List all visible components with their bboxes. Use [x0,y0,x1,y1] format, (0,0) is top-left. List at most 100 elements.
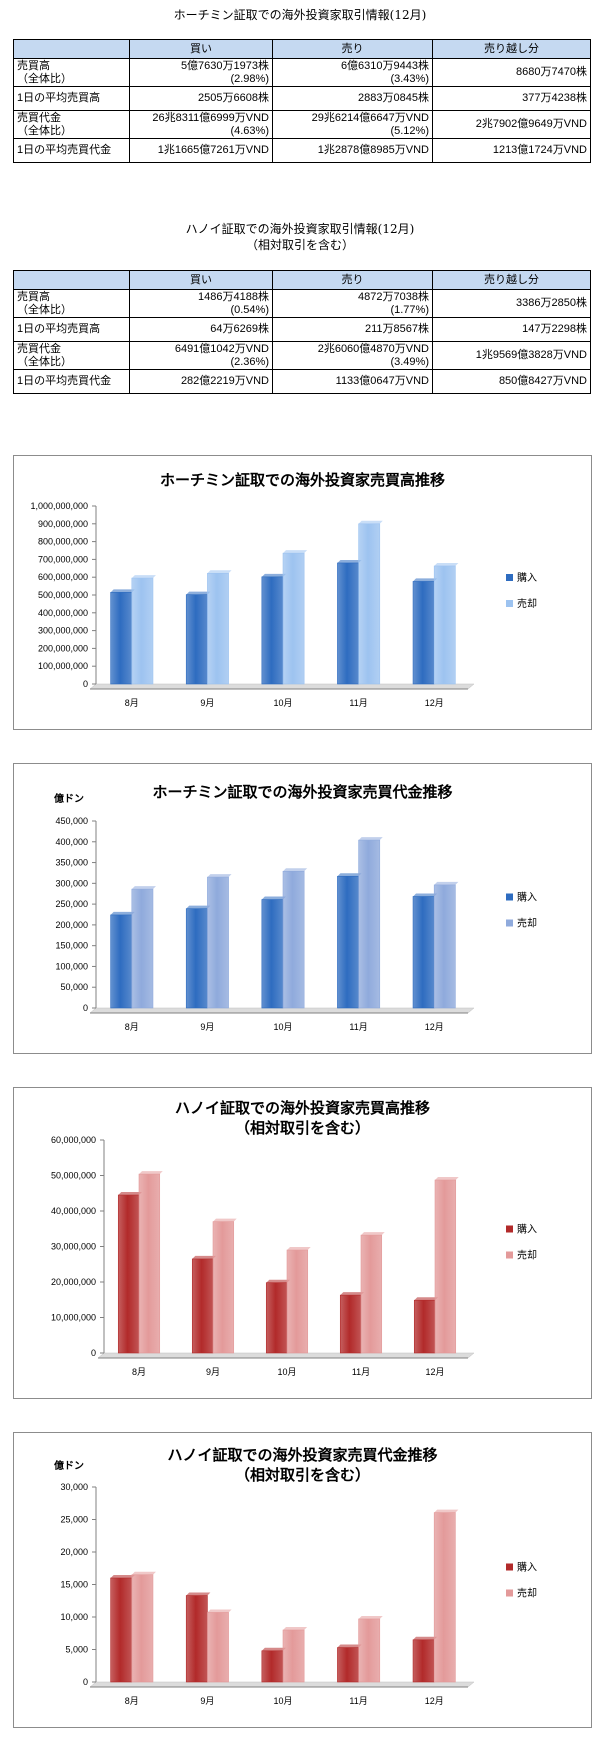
x-tick-label: 8月 [125,1022,139,1032]
y-tick-label: 0 [83,1003,88,1013]
buy-cell: 2505万6608株 [129,86,273,111]
chart-subtitle: （相対取引を含む） [235,1466,370,1484]
bar-buy [117,1192,142,1354]
net-cell: 8680万7470株 [432,58,591,87]
x-tick-label: 9月 [200,1022,214,1032]
x-tick-label: 12月 [425,1367,444,1377]
hcm-table-title: ホーチミン証取での海外投資家取引情報(12月) [173,8,427,22]
row-label: 1日の平均売買高 [13,86,130,111]
buy-cell: 1兆1665億7261万VND [129,138,273,163]
hanoi-header-row: 買い 売り 売り越し分 [13,270,591,290]
legend-label: 購入 [517,1561,537,1574]
buy-cell: 1486万4188株 (0.54%) [129,289,273,318]
y-tick-label: 600,000,000 [38,572,88,582]
buy-cell: 26兆8311億6999万VND (4.63%) [129,110,273,139]
bar-sell [131,886,156,1009]
chart-hanoi-volume: ハノイ証取での海外投資家売買高推移 （相対取引を含む） 0 10,000,000 20,… [13,1087,592,1399]
legend-swatch [506,893,513,901]
x-tick-label: 10月 [277,1367,296,1377]
buy-cell: 64万6269株 [129,317,273,342]
bar-sell [433,562,459,685]
y-tick-label: 5,000 [65,1645,88,1655]
legend-label: 売却 [517,597,537,610]
bar-buy [412,893,438,1009]
x-tick-label: 11月 [349,698,367,708]
net-cell: 147万2298株 [432,317,591,342]
y-tick-label: 350,000 [55,858,88,868]
y-tick-label: 100,000 [55,961,88,971]
chart-title: ハノイ証取での海外投資家売買高推移 [175,1099,430,1117]
sell-cell: 2883万0845株 [272,86,433,111]
y-tick-label: 0 [83,679,88,689]
buy-cell: 6491億1042万VND (2.36%) [129,341,273,370]
row-label: 1日の平均売買高 [13,317,130,342]
bar-sell [282,1627,308,1683]
y-axis-unit: 億ドン [54,792,84,805]
x-tick-label: 8月 [125,1696,139,1706]
bar-buy [337,1644,362,1683]
legend-swatch [506,574,513,581]
header-buy: 買い [129,270,273,290]
sell-cell: 1133億0647万VND [272,369,433,394]
row-label: 売買代金 （全体比） [13,110,130,139]
y-tick-label: 900,000,000 [38,519,88,529]
legend-swatch [506,919,513,927]
bar-sell [433,1509,459,1683]
y-tick-label: 0 [91,1348,96,1358]
bar-sell [360,1232,385,1354]
y-tick-label: 250,000 [55,899,88,909]
x-tick-label: 10月 [273,1696,292,1706]
table-row: 売買代金 （全体比） 26兆8311億6999万VND (4.63%) 29兆621… [13,110,591,139]
chart-title: ハノイ証取での海外投資家売買代金推移 [167,1446,437,1464]
table-row: 1日の平均売買代金 282億2219万VND 1133億0647万VND 850… [13,369,591,394]
y-tick-label: 300,000,000 [38,626,88,636]
header-net-sell: 売り越し分 [432,270,591,290]
legend-label: 売却 [517,1587,537,1600]
y-tick-label: 200,000,000 [38,643,88,653]
table-row: 売買代金 （全体比） 6491億1042万VND (2.36%) 2兆6060億48… [13,341,591,370]
net-cell: 377万4238株 [432,86,591,111]
y-tick-label: 800,000,000 [38,537,88,547]
row-label: 売買高 （全体比） [13,289,130,318]
bar-buy [261,1647,286,1683]
net-cell: 3386万2850株 [432,289,591,318]
hcm-header-row: 買い 売り 売り越し分 [13,39,591,59]
x-tick-label: 12月 [425,698,444,708]
y-tick-label: 1,000,000,000 [30,501,88,511]
bar-sell [131,575,156,685]
x-tick-label: 11月 [349,1696,367,1706]
bar-buy [339,1292,364,1354]
legend-label: 購入 [517,1223,537,1236]
chart-floor [89,1007,475,1014]
bar-buy [261,896,286,1009]
y-tick-label: 700,000,000 [38,554,88,564]
table-row: 売買高 （全体比） 5億7630万1973株 (2.98%) 6億6310万9443… [13,58,591,87]
bar-sell [358,1615,383,1683]
y-tick-label: 500,000,000 [38,590,88,600]
bar-sell [434,1177,459,1354]
header-sell: 売り [272,270,433,290]
bar-buy [110,911,135,1009]
y-tick-label: 400,000,000 [38,608,88,618]
y-tick-label: 50,000 [60,982,88,992]
row-label: 1日の平均売買代金 [13,138,130,163]
legend-label: 売却 [517,917,537,930]
legend-label: 購入 [517,571,537,584]
legend-label: 売却 [517,1249,537,1262]
header-buy: 買い [129,39,273,59]
header-net-sell: 売り越し分 [432,39,591,59]
y-axis-unit: 億ドン [54,1459,84,1472]
table-row: 1日の平均売買高 64万6269株 211万8567株 147万2298株 [13,317,591,342]
bar-buy [265,1279,290,1354]
bar-sell [433,881,459,1009]
buy-cell: 5億7630万1973株 (2.98%) [129,58,273,87]
bar-sell [286,1247,311,1354]
y-tick-label: 40,000,000 [51,1206,96,1216]
chart-hanoi-volume-svg: ハノイ証取での海外投資家売買高推移 （相対取引を含む） 0 10,000,000 20,… [51,1099,537,1377]
bar-sell [207,570,232,685]
sell-cell: 29兆6214億6647万VND (5.12%) [272,110,433,139]
bar-sell [207,874,232,1009]
bar-buy [413,1297,438,1354]
y-tick-label: 450,000 [55,816,88,826]
sell-cell: 1兆2878億8985万VND [272,138,433,163]
